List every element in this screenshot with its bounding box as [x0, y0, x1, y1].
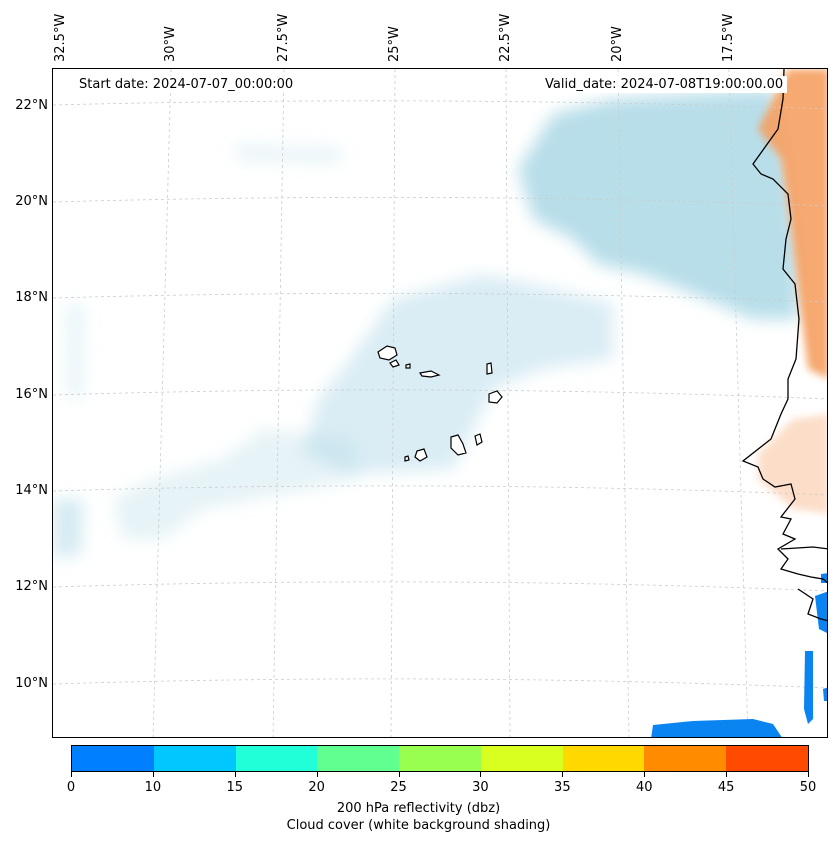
colorbar-tick-30 — [480, 772, 482, 777]
coastline-gambia-estuary — [780, 546, 827, 550]
lat-label-16n: 16°N — [15, 387, 48, 402]
colorbar-tick-10 — [152, 772, 154, 777]
colorbar-tick-label-40: 40 — [635, 780, 653, 795]
colorbar-segment-2 — [235, 746, 318, 771]
lon-label-30w: 30°W — [163, 26, 178, 62]
grid-parallel-22n — [53, 100, 827, 110]
grid-meridian-30w — [152, 69, 172, 737]
colorbar-segment-8 — [726, 746, 809, 771]
lat-label-10n: 10°N — [15, 676, 48, 691]
colorbar-segment-1 — [153, 746, 236, 771]
reflectivity-layer — [651, 573, 827, 737]
grid-meridian-25w — [390, 69, 396, 737]
island-sao-nicolau — [418, 370, 441, 378]
lon-label-27-5w: 27.5°W — [276, 13, 291, 62]
grid-parallel-16n — [53, 389, 827, 400]
lon-label-25w: 25°W — [387, 26, 402, 62]
colorbar — [71, 745, 809, 772]
start-date-label: Start date: 2024-07-07_00:00:00 — [75, 76, 298, 93]
coastline-africa — [741, 69, 827, 584]
island-fogo — [414, 448, 428, 462]
lat-label-22n: 22°N — [15, 98, 48, 113]
cloud-band-southwest — [113, 429, 358, 539]
colorbar-tick-label-20: 20 — [308, 780, 325, 795]
colorbar-subtitle: Cloud cover (white background shading) — [286, 818, 551, 833]
cloud-streak-northwest — [65, 304, 85, 399]
island-boa-vista — [488, 390, 503, 404]
colorbar-segment-0 — [72, 746, 154, 771]
island-maio — [474, 433, 483, 446]
colorbar-segment-4 — [399, 746, 481, 771]
grid-parallel-14n — [53, 485, 827, 496]
colorbar-tick-50 — [808, 772, 809, 777]
colorbar-tick-label-35: 35 — [554, 780, 571, 795]
coastline-layer — [741, 69, 827, 622]
reflectivity-patch-coast-1 — [804, 651, 813, 724]
coastline-guinea-bissau — [797, 588, 827, 622]
lat-label-18n: 18°N — [15, 290, 48, 305]
lon-label-32-5w: 32.5°W — [53, 13, 68, 62]
island-santa-luzia — [405, 363, 411, 369]
grid-meridian-20w — [617, 69, 630, 737]
colorbar-title: 200 hPa reflectivity (dbz) — [336, 801, 501, 816]
colorbar-tick-label-10: 10 — [144, 780, 162, 795]
graticule — [53, 69, 827, 737]
lat-label-20n: 20°N — [15, 194, 48, 209]
island-brava — [404, 455, 410, 462]
reflectivity-patch-south — [651, 719, 782, 737]
lat-label-12n: 12°N — [15, 579, 48, 594]
cloud-patch-north — [233, 144, 343, 164]
colorbar-tick-label-50: 50 — [799, 780, 817, 795]
colorbar-tick-label-30: 30 — [472, 780, 489, 795]
colorbar-tick-40 — [644, 772, 646, 777]
lat-label-14n: 14°N — [15, 483, 48, 498]
cloud-cover-layer — [53, 89, 798, 559]
lon-label-22-5w: 22.5°W — [498, 13, 513, 62]
grid-parallel-18n — [53, 292, 827, 303]
island-sal — [486, 362, 493, 375]
colorbar-segment-6 — [562, 746, 645, 771]
colorbar-tick-label-45: 45 — [717, 780, 735, 795]
land-shading-layer — [758, 69, 827, 514]
colorbar-tick-25 — [398, 772, 400, 777]
colorbar-tick-45 — [726, 772, 728, 777]
cloud-patch-west — [53, 499, 83, 559]
colorbar-tick-35 — [562, 772, 564, 777]
grid-parallel-20n — [53, 196, 827, 207]
cape-verde-islands — [377, 345, 503, 462]
grid-parallel-10n — [53, 678, 827, 689]
colorbar-tick-label-0: 0 — [66, 780, 76, 795]
colorbar-tick-15 — [234, 772, 236, 777]
reflectivity-patch-coast-4 — [823, 687, 827, 701]
grid-meridian-17-5w — [728, 69, 749, 737]
colorbar-segment-3 — [317, 746, 400, 771]
grid-meridian-22-5w — [505, 69, 511, 737]
colorbar-segment-5 — [480, 746, 563, 771]
cloud-band-central — [303, 274, 613, 474]
island-sao-vicente — [389, 359, 400, 368]
lon-label-20w: 20°W — [610, 26, 625, 62]
grid-parallel-12n — [53, 581, 827, 592]
valid-date-label: Valid_date: 2024-07-08T19:00:00.00 — [541, 76, 788, 93]
warm-region-south — [758, 414, 827, 514]
colorbar-tick-label-15: 15 — [226, 780, 244, 795]
warm-region-north — [758, 69, 827, 379]
colorbar-tick-label-25: 25 — [390, 780, 407, 795]
colorbar-tick-0 — [71, 772, 72, 777]
cloud-mass-northeast — [518, 89, 798, 319]
reflectivity-patch-coast-2 — [815, 591, 827, 633]
island-santo-antao — [377, 345, 398, 361]
map-frame — [52, 68, 828, 738]
island-santiago — [450, 434, 467, 456]
map-canvas — [53, 69, 827, 737]
colorbar-tick-20 — [316, 772, 318, 777]
lon-label-17-5w: 17.5°W — [721, 13, 736, 62]
grid-meridian-27-5w — [272, 69, 285, 737]
colorbar-segment-7 — [644, 746, 727, 771]
